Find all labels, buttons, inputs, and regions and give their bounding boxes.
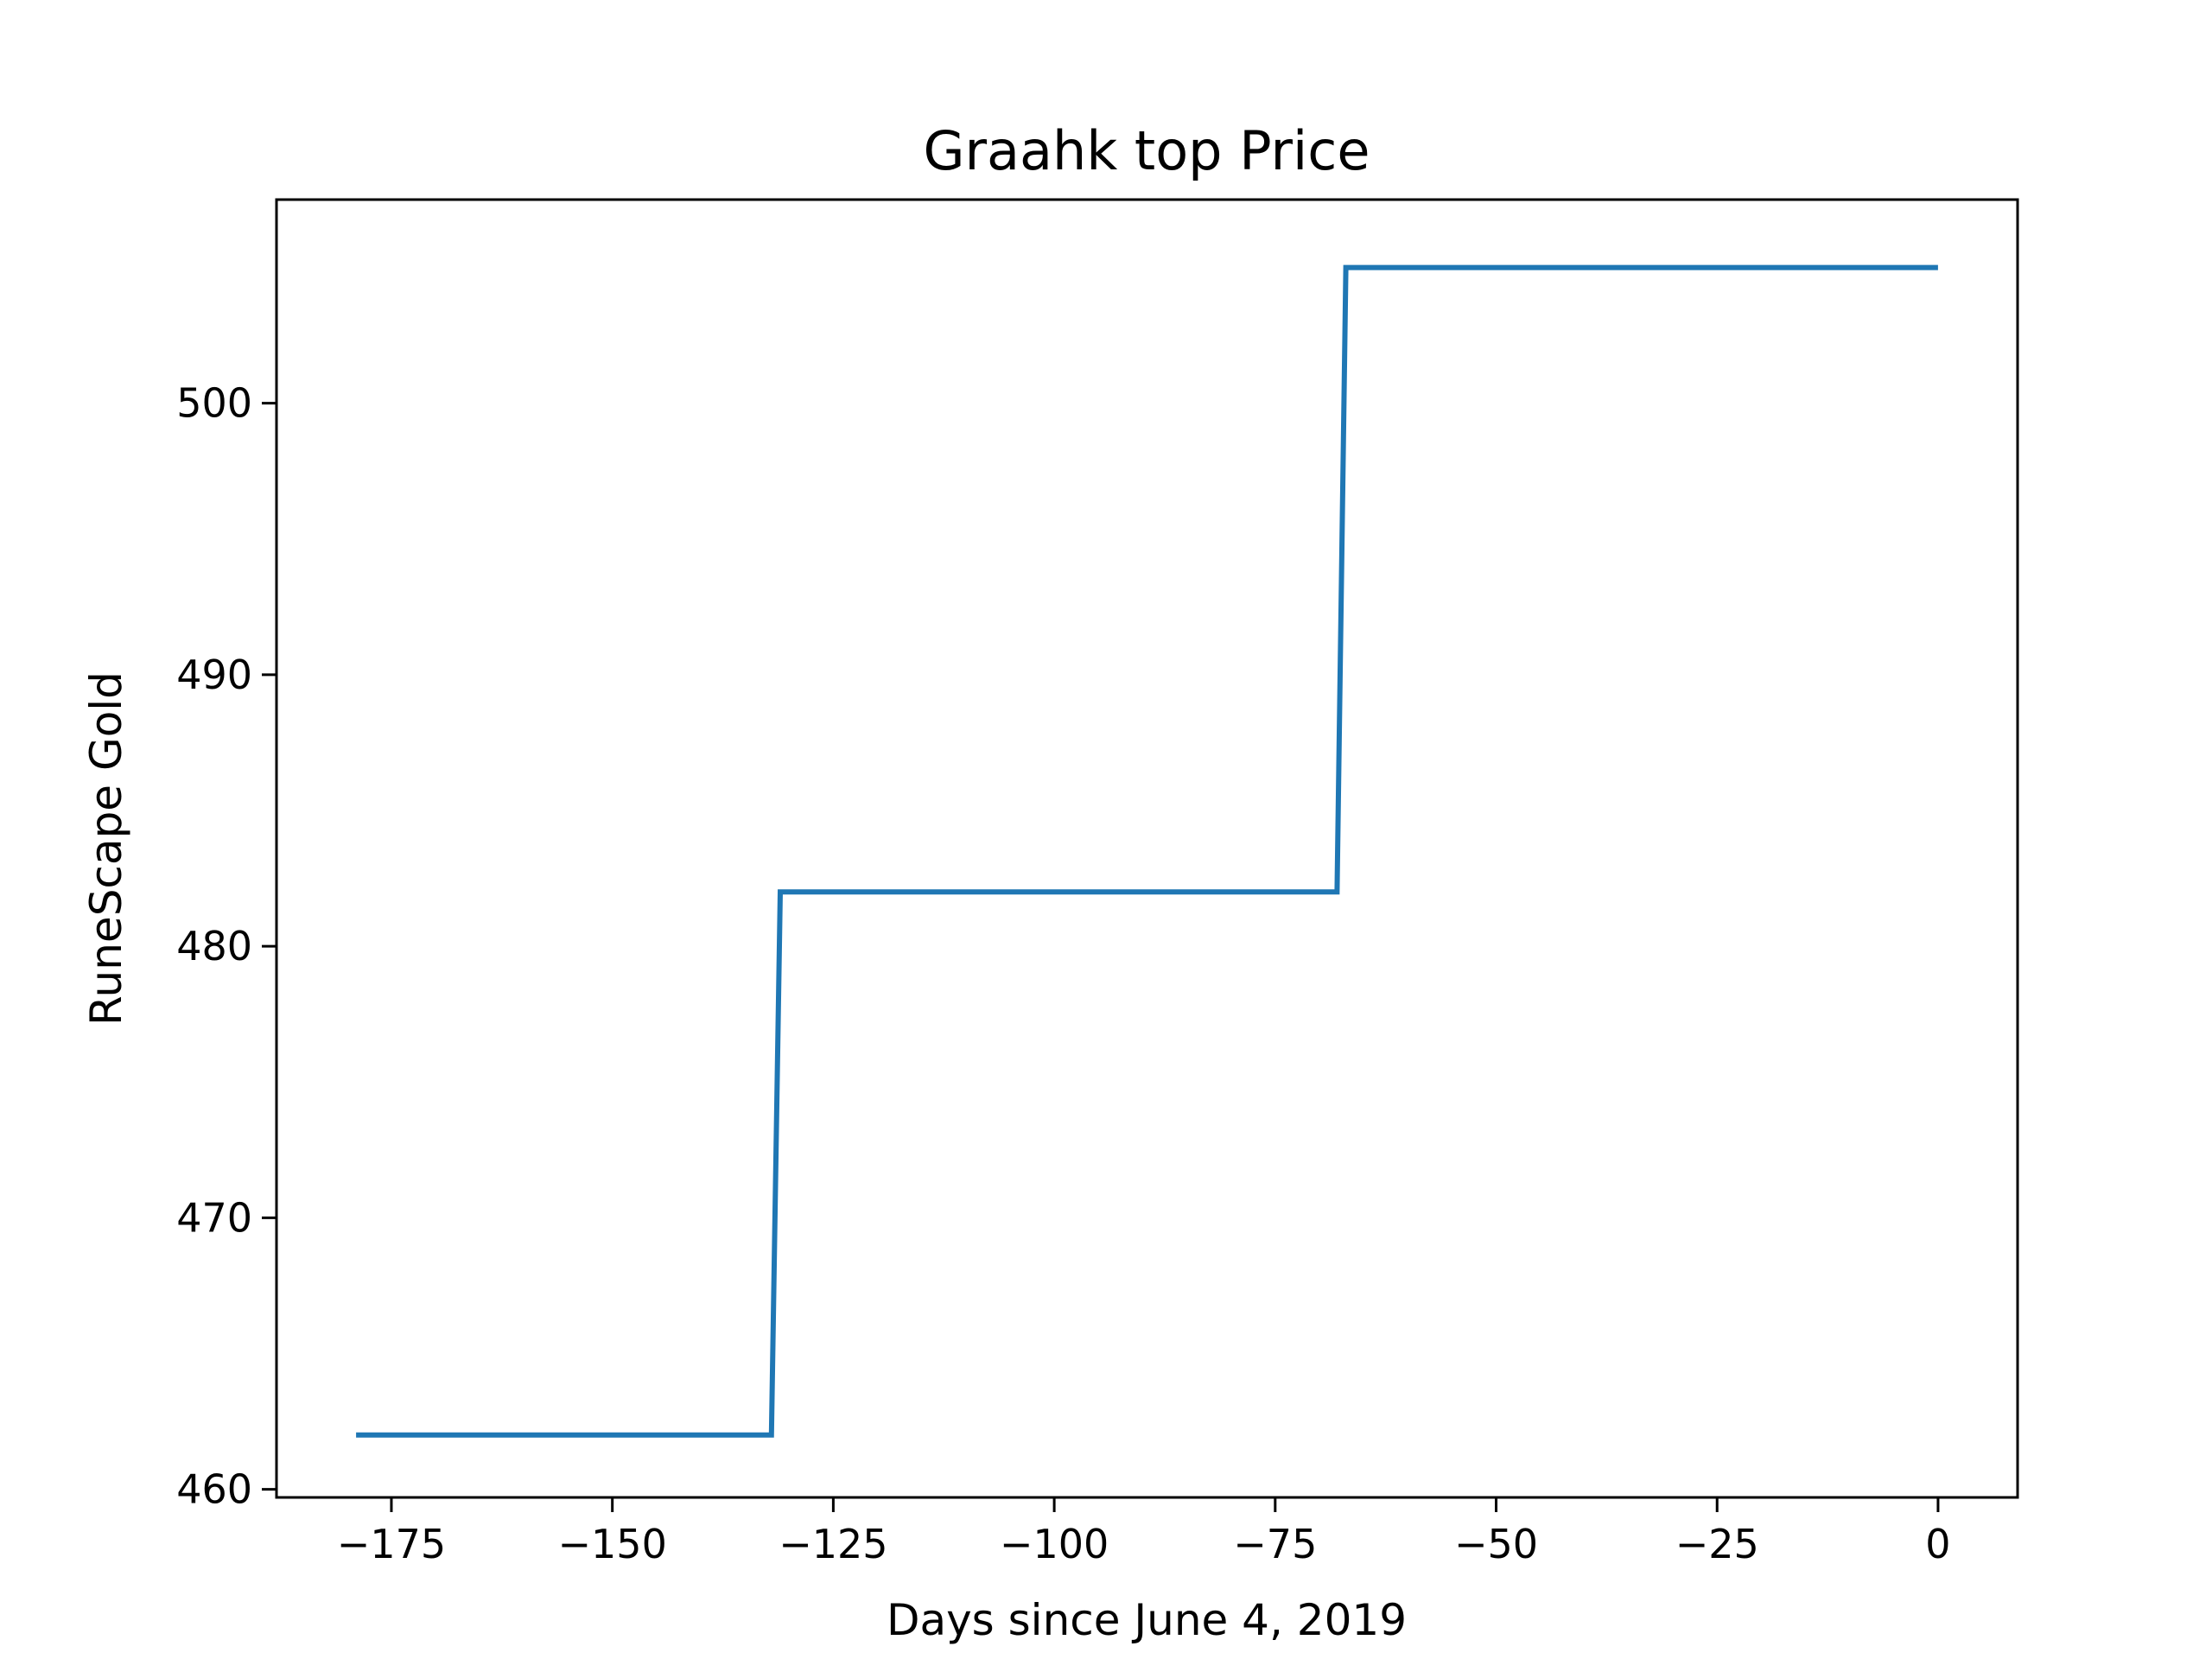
y-tick-label: 470: [176, 1194, 252, 1241]
x-axis-ticks: −175 −150 −125 −100 −75 −50 −25 0: [337, 1497, 1951, 1567]
y-tick-label: 490: [176, 652, 252, 698]
y-tick-label: 480: [176, 923, 252, 969]
plot-area: [276, 200, 2018, 1497]
y-axis-label: RuneScape Gold: [81, 671, 131, 1026]
x-tick-label: −175: [337, 1521, 446, 1567]
x-tick-label: −25: [1675, 1521, 1759, 1567]
x-tick-label: −100: [1000, 1521, 1109, 1567]
x-tick-label: −75: [1233, 1521, 1317, 1567]
series-layer: [356, 264, 1938, 1438]
x-tick-label: −125: [779, 1521, 887, 1567]
x-axis-label: Days since June 4, 2019: [887, 1595, 1407, 1645]
y-tick-label: 460: [176, 1466, 252, 1513]
x-tick-label: 0: [1925, 1521, 1950, 1567]
y-tick-label: 500: [176, 380, 252, 427]
y-axis-ticks: 460 470 480 490 500: [176, 380, 276, 1513]
x-tick-label: −150: [558, 1521, 667, 1567]
chart-title: Graahk top Price: [924, 119, 1370, 182]
x-tick-label: −50: [1454, 1521, 1538, 1567]
plot-frame: [275, 198, 2019, 1499]
series-line: [356, 264, 1938, 1438]
